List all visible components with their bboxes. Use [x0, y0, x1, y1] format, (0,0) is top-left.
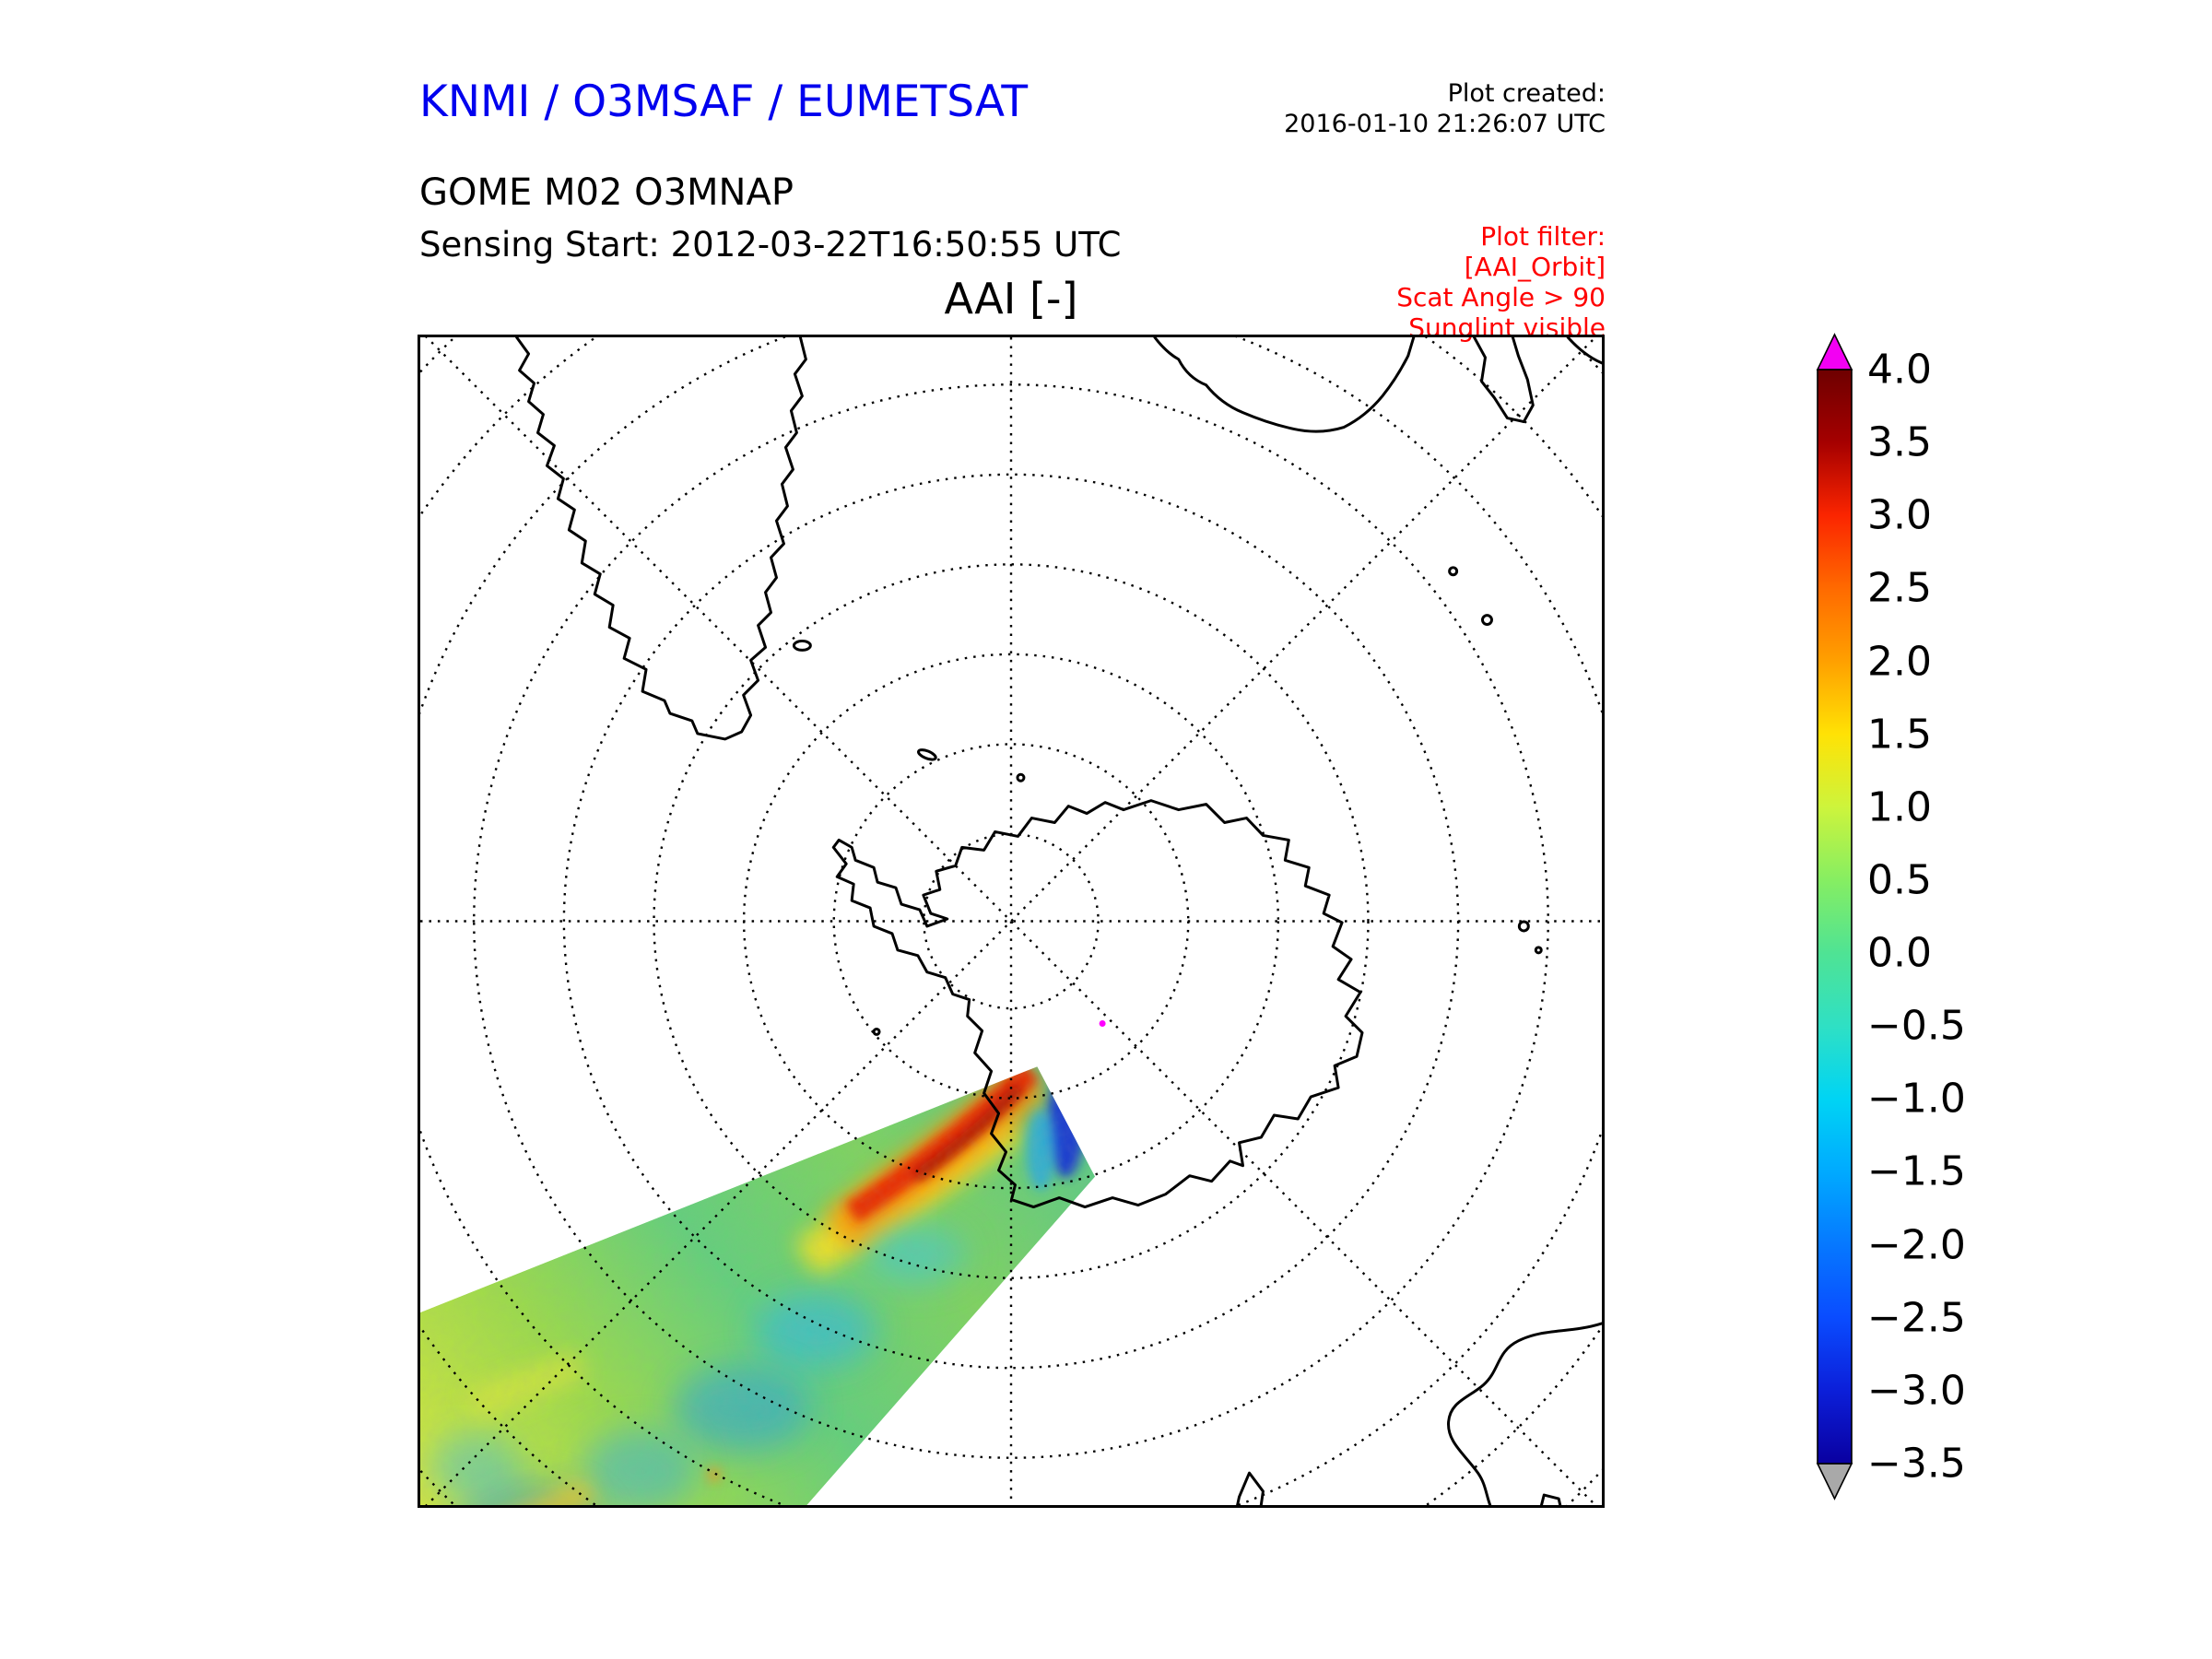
colorbar-tick-label: −2.5	[1867, 1294, 1966, 1342]
heard-island	[1534, 946, 1543, 955]
coastlines	[515, 337, 1602, 1505]
plot-created-label: Plot created:	[1447, 79, 1606, 108]
colorbar-tick-label: 3.0	[1867, 491, 1932, 539]
colorbar-tick-label: 3.5	[1867, 418, 1932, 466]
plot-filter-block: Plot filter: [AAI_Orbit] Scat Angle > 90…	[1396, 221, 1606, 343]
small-island	[1448, 566, 1459, 577]
colorbar-tick-label: −2.0	[1867, 1221, 1966, 1269]
product-line: GOME M02 O3MNAP	[419, 171, 794, 214]
bouvet-island	[1016, 772, 1026, 782]
map-frame	[418, 335, 1605, 1508]
polar-map	[420, 337, 1602, 1505]
plot-filter-line: Scat Angle > 90	[1396, 282, 1606, 313]
colorbar-tick-label: 0.5	[1867, 856, 1932, 904]
colorbar-tick-label: 2.5	[1867, 564, 1932, 612]
colorbar-tick-label: 1.0	[1867, 783, 1932, 831]
plot-filter-line: [AAI_Orbit]	[1464, 252, 1606, 283]
colorbar-gradient	[1817, 369, 1853, 1465]
colorbar	[1816, 333, 1853, 1500]
colorbar-under-arrow	[1816, 1463, 1853, 1500]
madagascar-coastline	[1473, 337, 1535, 424]
colorbar-tick-label: 1.5	[1867, 711, 1932, 759]
latitude-circle	[653, 563, 1370, 1279]
colorbar-tick-label: 4.0	[1867, 346, 1932, 394]
plot-title: AAI [-]	[944, 274, 1078, 324]
australia-coastline	[1447, 1322, 1602, 1505]
colorbar-tick-label: −1.0	[1867, 1075, 1966, 1123]
south-orkney-island	[872, 1027, 881, 1036]
colorbar-tick-label: −1.5	[1867, 1147, 1966, 1195]
tasmania-coastline	[1539, 1493, 1562, 1505]
new-zealand-south-island	[1236, 1471, 1265, 1505]
antarctica-coastline	[831, 799, 1364, 1209]
colorbar-tick-label: −0.5	[1867, 1002, 1966, 1050]
colorbar-tick-label: 2.0	[1867, 638, 1932, 686]
south-america-coastline	[515, 337, 807, 741]
colorbar-tick-label: 0.0	[1867, 929, 1932, 977]
africa-coastline	[1153, 337, 1416, 433]
plot-filter-label: Plot filter:	[1480, 221, 1606, 252]
kerguelen-island	[1517, 920, 1530, 933]
plot-created-value: 2016-01-10 21:26:07 UTC	[1284, 109, 1606, 138]
coast-corner-arc	[1566, 337, 1602, 365]
colorbar-over-arrow	[1816, 333, 1853, 371]
plot-filter-line: Sunglint visible	[1408, 312, 1606, 344]
colorbar-tick-label: −3.0	[1867, 1367, 1966, 1415]
falkland-islands	[792, 639, 812, 652]
organization-title: KNMI / O3MSAF / EUMETSAT	[419, 76, 1029, 127]
latitude-circle	[473, 383, 1549, 1459]
small-island	[1481, 614, 1493, 627]
satellite-swath	[420, 1066, 1096, 1505]
sunglint-marker	[1099, 1019, 1106, 1027]
plot-created-block: Plot created: 2016-01-10 21:26:07 UTC	[1284, 79, 1606, 140]
south-georgia-island	[917, 748, 937, 761]
swath-noise-texture	[420, 1066, 1096, 1505]
colorbar-tick-label: −3.5	[1867, 1440, 1966, 1488]
sensing-start-line: Sensing Start: 2012-03-22T16:50:55 UTC	[419, 225, 1122, 265]
